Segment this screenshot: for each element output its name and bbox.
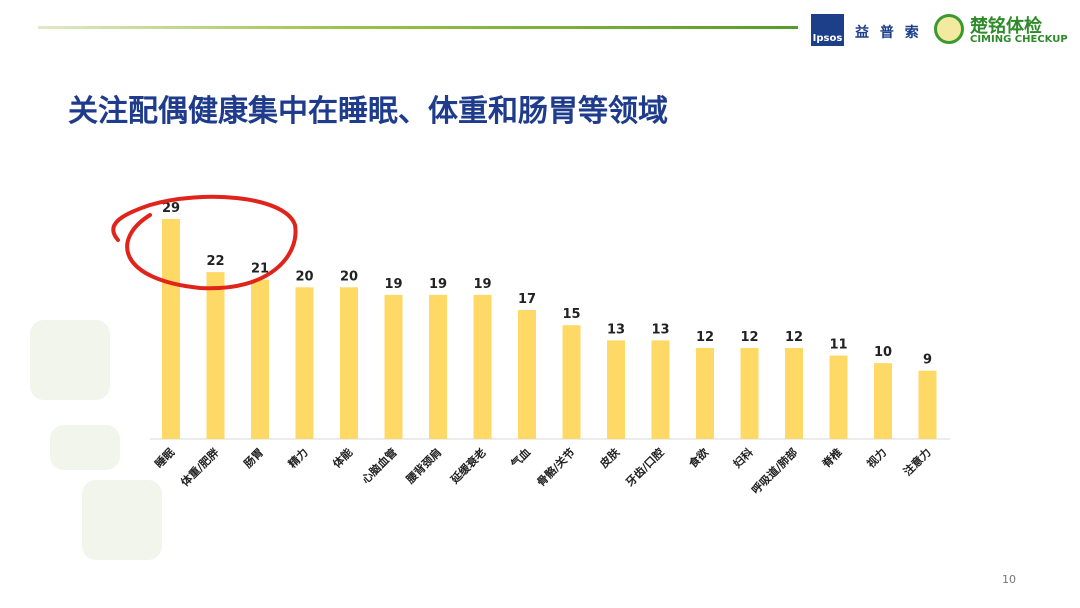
tick-label: 骨骼/关节 (534, 445, 578, 489)
data-label: 13 (651, 322, 669, 337)
data-label: 19 (429, 277, 447, 292)
tick-label: 气血 (507, 445, 533, 471)
bar (429, 294, 447, 439)
bar (651, 340, 670, 439)
bar (918, 370, 937, 439)
data-label: 29 (162, 201, 180, 216)
bar (384, 294, 403, 439)
bar (785, 347, 803, 439)
tick-label: 腰背颈肩 (402, 445, 444, 487)
ciming-en-name: CIMING CHECKUP (970, 34, 1068, 45)
data-label: 19 (384, 277, 402, 292)
data-label: 19 (473, 277, 491, 292)
decor-shape (30, 320, 110, 400)
tick-label: 延缓衰老 (447, 445, 489, 487)
decor-shape (82, 480, 162, 560)
bar (340, 287, 358, 439)
data-label: 20 (340, 269, 358, 284)
data-label: 10 (874, 345, 892, 360)
decor-shape (50, 425, 120, 470)
tick-label: 脊椎 (818, 445, 844, 471)
bar (162, 219, 180, 439)
bar (206, 272, 225, 439)
data-label: 12 (740, 330, 758, 345)
ciming-cn-name: 楚铭体检 (970, 16, 1042, 37)
tick-label: 体能 (330, 445, 355, 470)
data-label: 13 (607, 322, 625, 337)
header-rule (38, 26, 798, 29)
tick-label: 肠胃 (241, 445, 266, 470)
tick-label: 睡眠 (152, 445, 177, 470)
data-label: 11 (829, 338, 847, 353)
bar (607, 340, 625, 439)
page-number: 10 (1002, 573, 1016, 586)
tick-label: 皮肤 (596, 445, 623, 472)
data-label: 12 (696, 330, 714, 345)
tick-label: 精力 (285, 445, 310, 470)
data-label: 20 (295, 269, 313, 284)
tick-label: 视力 (864, 445, 889, 470)
ciming-logo-icon (934, 14, 964, 44)
tick-label: 呼吸道/肺部 (748, 445, 800, 497)
bar (562, 325, 581, 439)
data-label: 22 (206, 254, 224, 269)
page-title: 关注配偶健康集中在睡眠、体重和肠胃等领域 (68, 94, 668, 129)
data-label: 21 (251, 262, 269, 277)
data-label: 9 (923, 353, 932, 368)
bar (251, 279, 269, 439)
ipsos-logo-text: Ipsos (812, 33, 843, 44)
tick-label: 牙齿/口腔 (623, 445, 667, 489)
tick-label: 注意力 (900, 445, 933, 478)
highlight-circle-annotation (111, 194, 298, 291)
ipsos-cn-name: 益 普 索 (855, 25, 922, 41)
tick-label: 妇科 (729, 445, 755, 471)
bar (518, 310, 536, 439)
bar (740, 347, 759, 439)
data-label: 15 (562, 307, 580, 322)
bar (473, 294, 492, 439)
bar (874, 363, 892, 439)
tick-label: 心脑血管 (359, 445, 400, 486)
data-label: 12 (785, 330, 803, 345)
bar (696, 347, 714, 439)
data-label: 17 (518, 292, 536, 307)
ipsos-logo: Ipsos (811, 14, 844, 46)
tick-label: 食欲 (686, 445, 711, 470)
bar (829, 355, 848, 439)
tick-label: 体重/肥胖 (178, 445, 222, 489)
bar (295, 287, 314, 439)
